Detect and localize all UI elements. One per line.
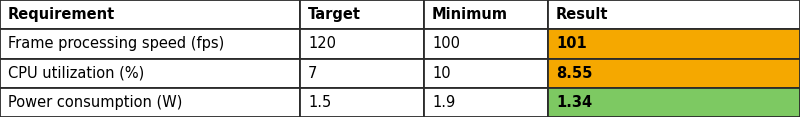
Text: Minimum: Minimum xyxy=(432,7,508,22)
Text: 7: 7 xyxy=(308,66,318,81)
Bar xyxy=(0,88,300,117)
Bar xyxy=(424,29,548,58)
Text: 1.5: 1.5 xyxy=(308,95,331,110)
Text: Result: Result xyxy=(556,7,609,22)
Bar xyxy=(548,88,800,117)
Text: 10: 10 xyxy=(432,66,450,81)
Text: 8.55: 8.55 xyxy=(556,66,592,81)
Bar xyxy=(300,58,424,88)
Text: 101: 101 xyxy=(556,36,586,51)
Text: 120: 120 xyxy=(308,36,336,51)
Bar xyxy=(0,0,300,29)
Text: Frame processing speed (fps): Frame processing speed (fps) xyxy=(8,36,224,51)
Text: 100: 100 xyxy=(432,36,460,51)
Bar xyxy=(0,29,300,58)
Text: Power consumption (W): Power consumption (W) xyxy=(8,95,182,110)
Bar xyxy=(300,88,424,117)
Bar xyxy=(300,0,424,29)
Text: Requirement: Requirement xyxy=(8,7,115,22)
Bar xyxy=(424,58,548,88)
Text: 1.9: 1.9 xyxy=(432,95,455,110)
Text: Target: Target xyxy=(308,7,361,22)
Bar xyxy=(548,0,800,29)
Bar xyxy=(0,58,300,88)
Text: 1.34: 1.34 xyxy=(556,95,592,110)
Bar xyxy=(424,0,548,29)
Text: CPU utilization (%): CPU utilization (%) xyxy=(8,66,144,81)
Bar xyxy=(548,29,800,58)
Bar xyxy=(548,58,800,88)
Bar xyxy=(300,29,424,58)
Bar xyxy=(424,88,548,117)
